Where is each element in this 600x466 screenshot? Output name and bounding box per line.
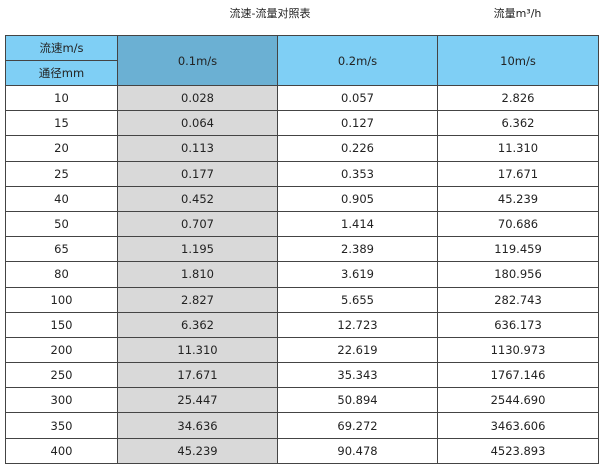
flow-cell: 0.057 xyxy=(277,84,438,112)
flow-cell: 0.452 xyxy=(117,185,278,212)
flow-cell: 45.239 xyxy=(117,437,278,464)
table-title: 流速-流量对照表 xyxy=(229,7,311,20)
diameter-header: 通径mm xyxy=(5,60,118,86)
unit-label: 流量m³/h xyxy=(493,7,542,20)
diameter-cell: 100 xyxy=(5,286,118,313)
diameter-cell: 20 xyxy=(5,135,118,162)
flow-cell: 0.905 xyxy=(277,185,438,212)
flow-cell: 3.619 xyxy=(277,261,438,288)
table-row: 50 0.707 1.414 70.686 xyxy=(5,210,599,238)
flow-cell: 1130.973 xyxy=(437,336,599,364)
table-row: 350 34.636 69.272 3463.606 xyxy=(5,412,599,439)
flow-cell: 119.459 xyxy=(437,236,599,263)
flow-cell: 22.619 xyxy=(277,336,438,364)
table-row: 25 0.177 0.353 17.671 xyxy=(5,160,599,187)
flow-cell: 1.414 xyxy=(277,210,438,238)
table-row: 65 1.195 2.389 119.459 xyxy=(5,236,599,263)
diameter-cell: 40 xyxy=(5,185,118,212)
flow-cell: 90.478 xyxy=(277,437,438,464)
flow-cell: 17.671 xyxy=(117,362,278,389)
flow-table: 流速m/s 0.1m/s 0.2m/s 10m/s 通径mm 10 0.028 0.… xyxy=(5,35,599,464)
column-header: 0.2m/s xyxy=(277,35,438,86)
column-header: 0.1m/s xyxy=(117,35,278,86)
diameter-cell: 300 xyxy=(5,387,118,414)
flow-cell: 69.272 xyxy=(277,412,438,439)
flow-cell: 0.127 xyxy=(277,110,438,137)
flow-cell: 35.343 xyxy=(277,362,438,389)
table-row: 300 25.447 50.894 2544.690 xyxy=(5,387,599,414)
table-row: 20 0.113 0.226 11.310 xyxy=(5,135,599,162)
diameter-cell: 200 xyxy=(5,336,118,364)
table-row: 100 2.827 5.655 282.743 xyxy=(5,286,599,313)
table-row: 250 17.671 35.343 1767.146 xyxy=(5,362,599,389)
flow-cell: 6.362 xyxy=(117,311,278,338)
diameter-cell: 10 xyxy=(5,84,118,112)
flow-cell: 1.810 xyxy=(117,261,278,288)
flow-cell: 34.636 xyxy=(117,412,278,439)
column-header: 10m/s xyxy=(437,35,599,86)
table-row: 150 6.362 12.723 636.173 xyxy=(5,311,599,338)
flow-cell: 45.239 xyxy=(437,185,599,212)
flow-cell: 0.177 xyxy=(117,160,278,187)
diameter-cell: 400 xyxy=(5,437,118,464)
table-row: 200 11.310 22.619 1130.973 xyxy=(5,336,599,364)
diameter-cell: 250 xyxy=(5,362,118,389)
flow-cell: 636.173 xyxy=(437,311,599,338)
diameter-cell: 150 xyxy=(5,311,118,338)
flow-cell: 50.894 xyxy=(277,387,438,414)
flow-cell: 1.195 xyxy=(117,236,278,263)
flow-cell: 2.389 xyxy=(277,236,438,263)
flow-cell: 0.353 xyxy=(277,160,438,187)
flow-cell: 0.028 xyxy=(117,84,278,112)
flow-cell: 0.226 xyxy=(277,135,438,162)
diameter-cell: 350 xyxy=(5,412,118,439)
table-row: 80 1.810 3.619 180.956 xyxy=(5,261,599,288)
velocity-header: 流速m/s xyxy=(5,35,118,61)
table-row: 40 0.452 0.905 45.239 xyxy=(5,185,599,212)
flow-cell: 4523.893 xyxy=(437,437,599,464)
diameter-cell: 80 xyxy=(5,261,118,288)
table-row: 400 45.239 90.478 4523.893 xyxy=(5,437,599,464)
flow-cell: 6.362 xyxy=(437,110,599,137)
diameter-cell: 65 xyxy=(5,236,118,263)
flow-cell: 11.310 xyxy=(437,135,599,162)
flow-cell: 2.827 xyxy=(117,286,278,313)
table-row: 10 0.028 0.057 2.826 xyxy=(5,84,599,112)
flow-cell: 282.743 xyxy=(437,286,599,313)
flow-cell: 0.064 xyxy=(117,110,278,137)
flow-cell: 25.447 xyxy=(117,387,278,414)
flow-cell: 3463.606 xyxy=(437,412,599,439)
diameter-cell: 50 xyxy=(5,210,118,238)
flow-cell: 70.686 xyxy=(437,210,599,238)
flow-cell: 17.671 xyxy=(437,160,599,187)
flow-cell: 0.113 xyxy=(117,135,278,162)
flow-cell: 2544.690 xyxy=(437,387,599,414)
flow-cell: 11.310 xyxy=(117,336,278,364)
flow-cell: 2.826 xyxy=(437,84,599,112)
flow-cell: 12.723 xyxy=(277,311,438,338)
flow-cell: 180.956 xyxy=(437,261,599,288)
flow-cell: 5.655 xyxy=(277,286,438,313)
table-row: 15 0.064 0.127 6.362 xyxy=(5,110,599,137)
flow-cell: 1767.146 xyxy=(437,362,599,389)
diameter-cell: 15 xyxy=(5,110,118,137)
flow-cell: 0.707 xyxy=(117,210,278,238)
diameter-cell: 25 xyxy=(5,160,118,187)
